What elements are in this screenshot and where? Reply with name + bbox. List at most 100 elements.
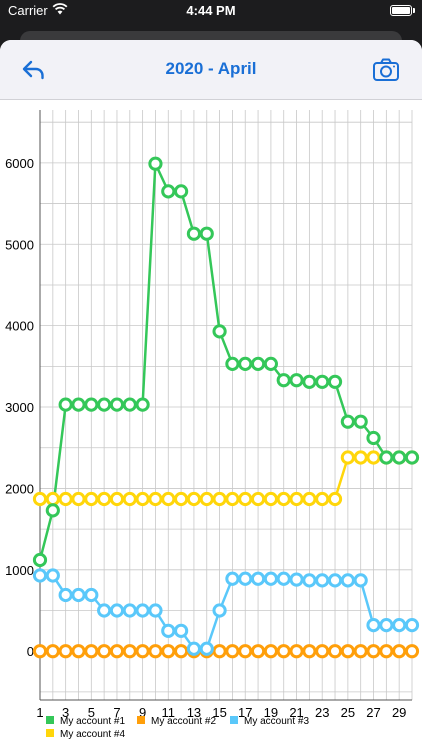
data-point xyxy=(263,491,278,507)
data-point xyxy=(84,397,99,412)
data-point xyxy=(276,373,291,388)
x-tick-label: 9 xyxy=(139,705,146,720)
data-point xyxy=(174,184,189,199)
x-tick-label: 15 xyxy=(212,705,226,720)
legend-label: My account #3 xyxy=(244,716,309,727)
legend-label: My account #4 xyxy=(60,729,125,740)
data-point xyxy=(135,491,150,507)
data-point xyxy=(289,373,304,388)
data-point xyxy=(148,156,163,171)
data-point xyxy=(45,644,60,659)
data-point xyxy=(135,397,150,412)
x-tick-label: 11 xyxy=(162,705,176,720)
x-tick-label: 19 xyxy=(264,705,278,720)
data-point xyxy=(161,623,176,638)
data-point xyxy=(238,356,253,372)
data-point xyxy=(289,491,304,507)
data-point xyxy=(327,491,343,507)
data-point xyxy=(340,450,355,465)
data-point xyxy=(148,644,163,659)
data-point xyxy=(366,430,381,446)
legend-swatch xyxy=(230,716,238,724)
data-point xyxy=(289,644,304,659)
data-point xyxy=(161,184,176,199)
data-point xyxy=(97,397,112,412)
legend-label: My account #1 xyxy=(60,716,125,727)
data-point xyxy=(186,641,202,656)
data-point xyxy=(109,397,125,412)
data-point xyxy=(379,644,394,659)
data-point xyxy=(404,618,420,633)
data-point xyxy=(250,356,266,372)
data-point xyxy=(302,644,317,659)
data-point xyxy=(263,356,278,372)
data-point xyxy=(84,644,99,659)
data-point xyxy=(250,644,266,659)
data-point xyxy=(71,644,86,659)
data-point xyxy=(289,572,304,587)
data-point xyxy=(97,644,112,659)
data-point xyxy=(32,552,48,568)
data-point xyxy=(225,356,240,372)
data-point xyxy=(109,644,125,659)
data-point xyxy=(302,573,317,588)
data-point xyxy=(379,450,394,465)
clock: 4:44 PM xyxy=(186,3,236,18)
data-point xyxy=(186,491,202,507)
data-point xyxy=(122,644,137,659)
data-point xyxy=(315,491,330,507)
data-point xyxy=(109,603,125,618)
data-point xyxy=(148,491,163,507)
x-tick-label: 25 xyxy=(341,705,355,720)
data-point xyxy=(238,644,253,659)
y-tick-label: 0 xyxy=(27,644,34,659)
data-point xyxy=(404,450,420,465)
data-point xyxy=(58,491,73,507)
data-point xyxy=(392,644,407,659)
y-tick-label: 6000 xyxy=(5,156,34,171)
data-point xyxy=(58,397,73,412)
data-point xyxy=(135,644,150,659)
data-point xyxy=(174,644,189,659)
y-tick-label: 3000 xyxy=(5,400,34,415)
data-point xyxy=(302,491,317,507)
carrier-label: Carrier xyxy=(8,3,48,18)
data-point xyxy=(327,573,343,588)
modal-sheet: 2020 - April xyxy=(0,40,422,750)
data-point xyxy=(404,644,420,659)
x-tick-label: 21 xyxy=(289,705,303,720)
data-point xyxy=(45,491,60,507)
data-point xyxy=(353,450,368,465)
data-point xyxy=(199,641,214,656)
legend-label: My account #2 xyxy=(151,716,216,727)
data-point xyxy=(71,491,86,507)
data-point xyxy=(250,571,266,586)
x-tick-label: 23 xyxy=(315,705,329,720)
back-arrow-icon[interactable] xyxy=(18,54,50,86)
x-tick-label: 7 xyxy=(113,705,120,720)
data-point xyxy=(161,491,176,507)
data-point xyxy=(340,573,355,588)
data-point xyxy=(84,587,99,603)
x-tick-label: 13 xyxy=(187,705,201,720)
data-point xyxy=(212,491,227,507)
data-point xyxy=(71,397,86,412)
x-tick-label: 27 xyxy=(366,705,380,720)
data-point xyxy=(32,644,48,659)
data-point xyxy=(238,491,253,507)
data-point xyxy=(97,491,112,507)
camera-icon[interactable] xyxy=(370,54,402,86)
data-point xyxy=(109,491,125,507)
chart-series-points xyxy=(32,156,420,659)
data-point xyxy=(32,568,48,583)
data-point xyxy=(97,603,112,618)
x-tick-label: 1 xyxy=(36,705,43,720)
data-point xyxy=(161,644,176,659)
data-point xyxy=(122,603,137,618)
data-point xyxy=(58,644,73,659)
data-point xyxy=(327,374,343,389)
x-tick-label: 17 xyxy=(238,705,252,720)
data-point xyxy=(276,571,291,586)
navigation-bar: 2020 - April xyxy=(0,40,422,100)
data-point xyxy=(199,491,214,507)
